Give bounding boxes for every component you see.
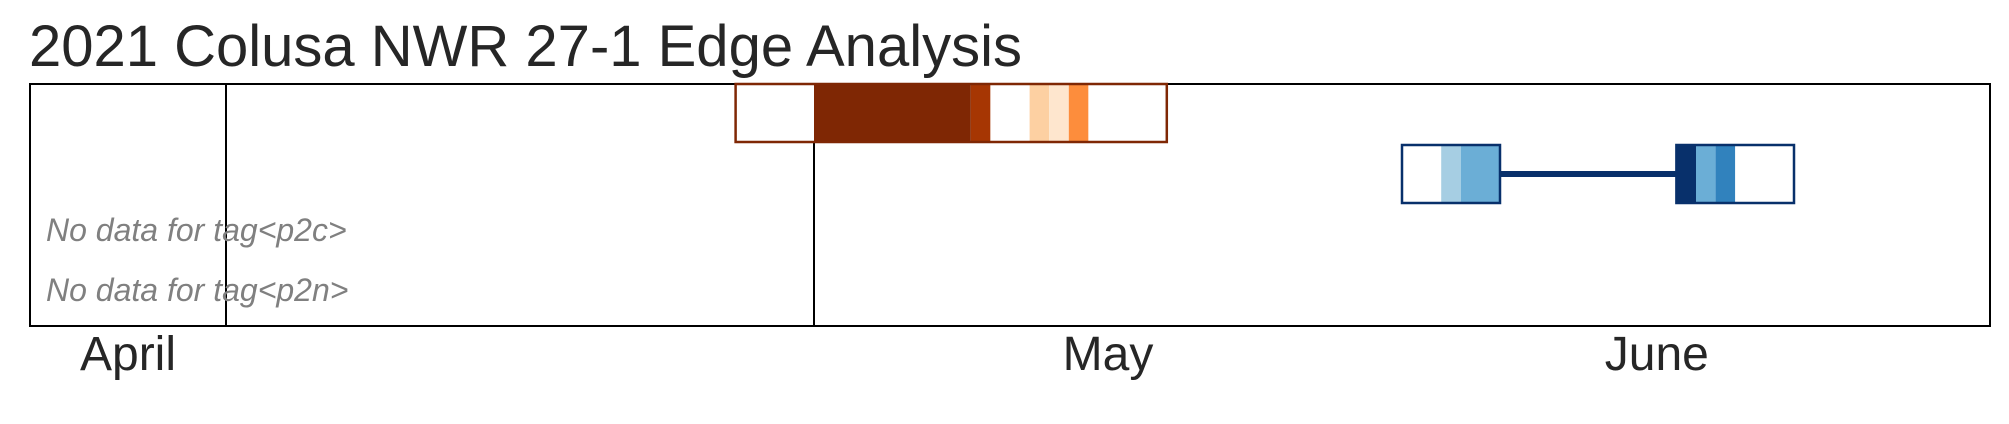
bar-block-p2s-1-3 bbox=[970, 84, 991, 142]
bar-block-p2b-1-1 bbox=[1402, 145, 1442, 203]
bar-block-p2b-1-2 bbox=[1441, 145, 1461, 203]
bar-block-p2s-1-6 bbox=[1049, 84, 1069, 142]
no-data-note-1: No data for tag<p2c> bbox=[46, 212, 347, 248]
bar-block-p2b-2-2 bbox=[1696, 145, 1716, 203]
bar-block-p2s-1-1 bbox=[735, 84, 814, 142]
month-label-june: June bbox=[1605, 328, 1709, 381]
bar-block-p2b-1-3 bbox=[1460, 145, 1500, 203]
bar-block-p2s-1-8 bbox=[1088, 84, 1167, 142]
bar-outline-p2b-2 bbox=[1675, 143, 1796, 205]
month-label-may: May bbox=[1063, 328, 1154, 381]
chart-title: 2021 Colusa NWR 27-1 Edge Analysis bbox=[29, 14, 1022, 79]
bar-block-p2s-1-7 bbox=[1068, 84, 1089, 142]
bar-block-p2b-2-4 bbox=[1735, 145, 1794, 203]
no-data-note-2: No data for tag<p2n> bbox=[46, 272, 348, 308]
month-label-april: April bbox=[80, 328, 176, 381]
bar-outline-p2b-1 bbox=[1400, 143, 1502, 205]
bar-outline-p2s-1 bbox=[734, 82, 1169, 144]
bar-block-p2s-1-4 bbox=[990, 84, 1030, 142]
bar-block-p2s-1-5 bbox=[1029, 84, 1050, 142]
bar-block-p2b-2-1 bbox=[1676, 145, 1696, 203]
bar-block-p2b-2-3 bbox=[1715, 145, 1736, 203]
bar-block-p2s-1-2 bbox=[814, 84, 971, 142]
